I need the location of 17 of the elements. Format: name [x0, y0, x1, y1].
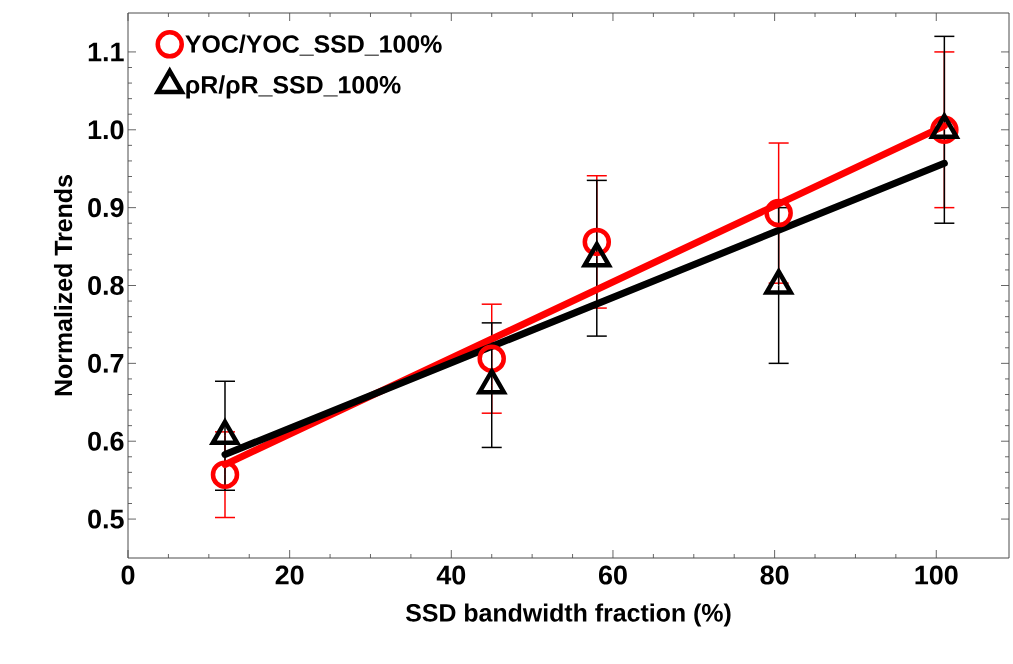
y-tick-label: 0.8	[88, 275, 124, 296]
legend-label: YOC/YOC_SSD_100%	[185, 34, 442, 56]
y-tick-label: 0.5	[88, 509, 124, 529]
x-axis-title: SSD bandwidth fraction (%)	[405, 603, 731, 627]
x-tick-label: 20	[275, 565, 304, 585]
y-tick-label: 0.6	[88, 431, 124, 451]
x-tick-label: 40	[436, 565, 466, 585]
y-tick-label: 0.9	[88, 198, 124, 218]
x-tick-label: 80	[760, 565, 789, 585]
x-tick-label: 100	[915, 565, 958, 585]
y-axis-title: Normalized Trends	[53, 175, 73, 396]
legend-label: ρR/ρR_SSD_100%	[186, 75, 401, 99]
y-tick-label: 1.0	[88, 120, 124, 140]
x-tick-label: 0	[121, 565, 135, 585]
x-tick-label: 60	[598, 565, 627, 585]
y-tick-label: 1.1	[88, 42, 124, 62]
y-tick-label: 0.7	[88, 353, 124, 373]
